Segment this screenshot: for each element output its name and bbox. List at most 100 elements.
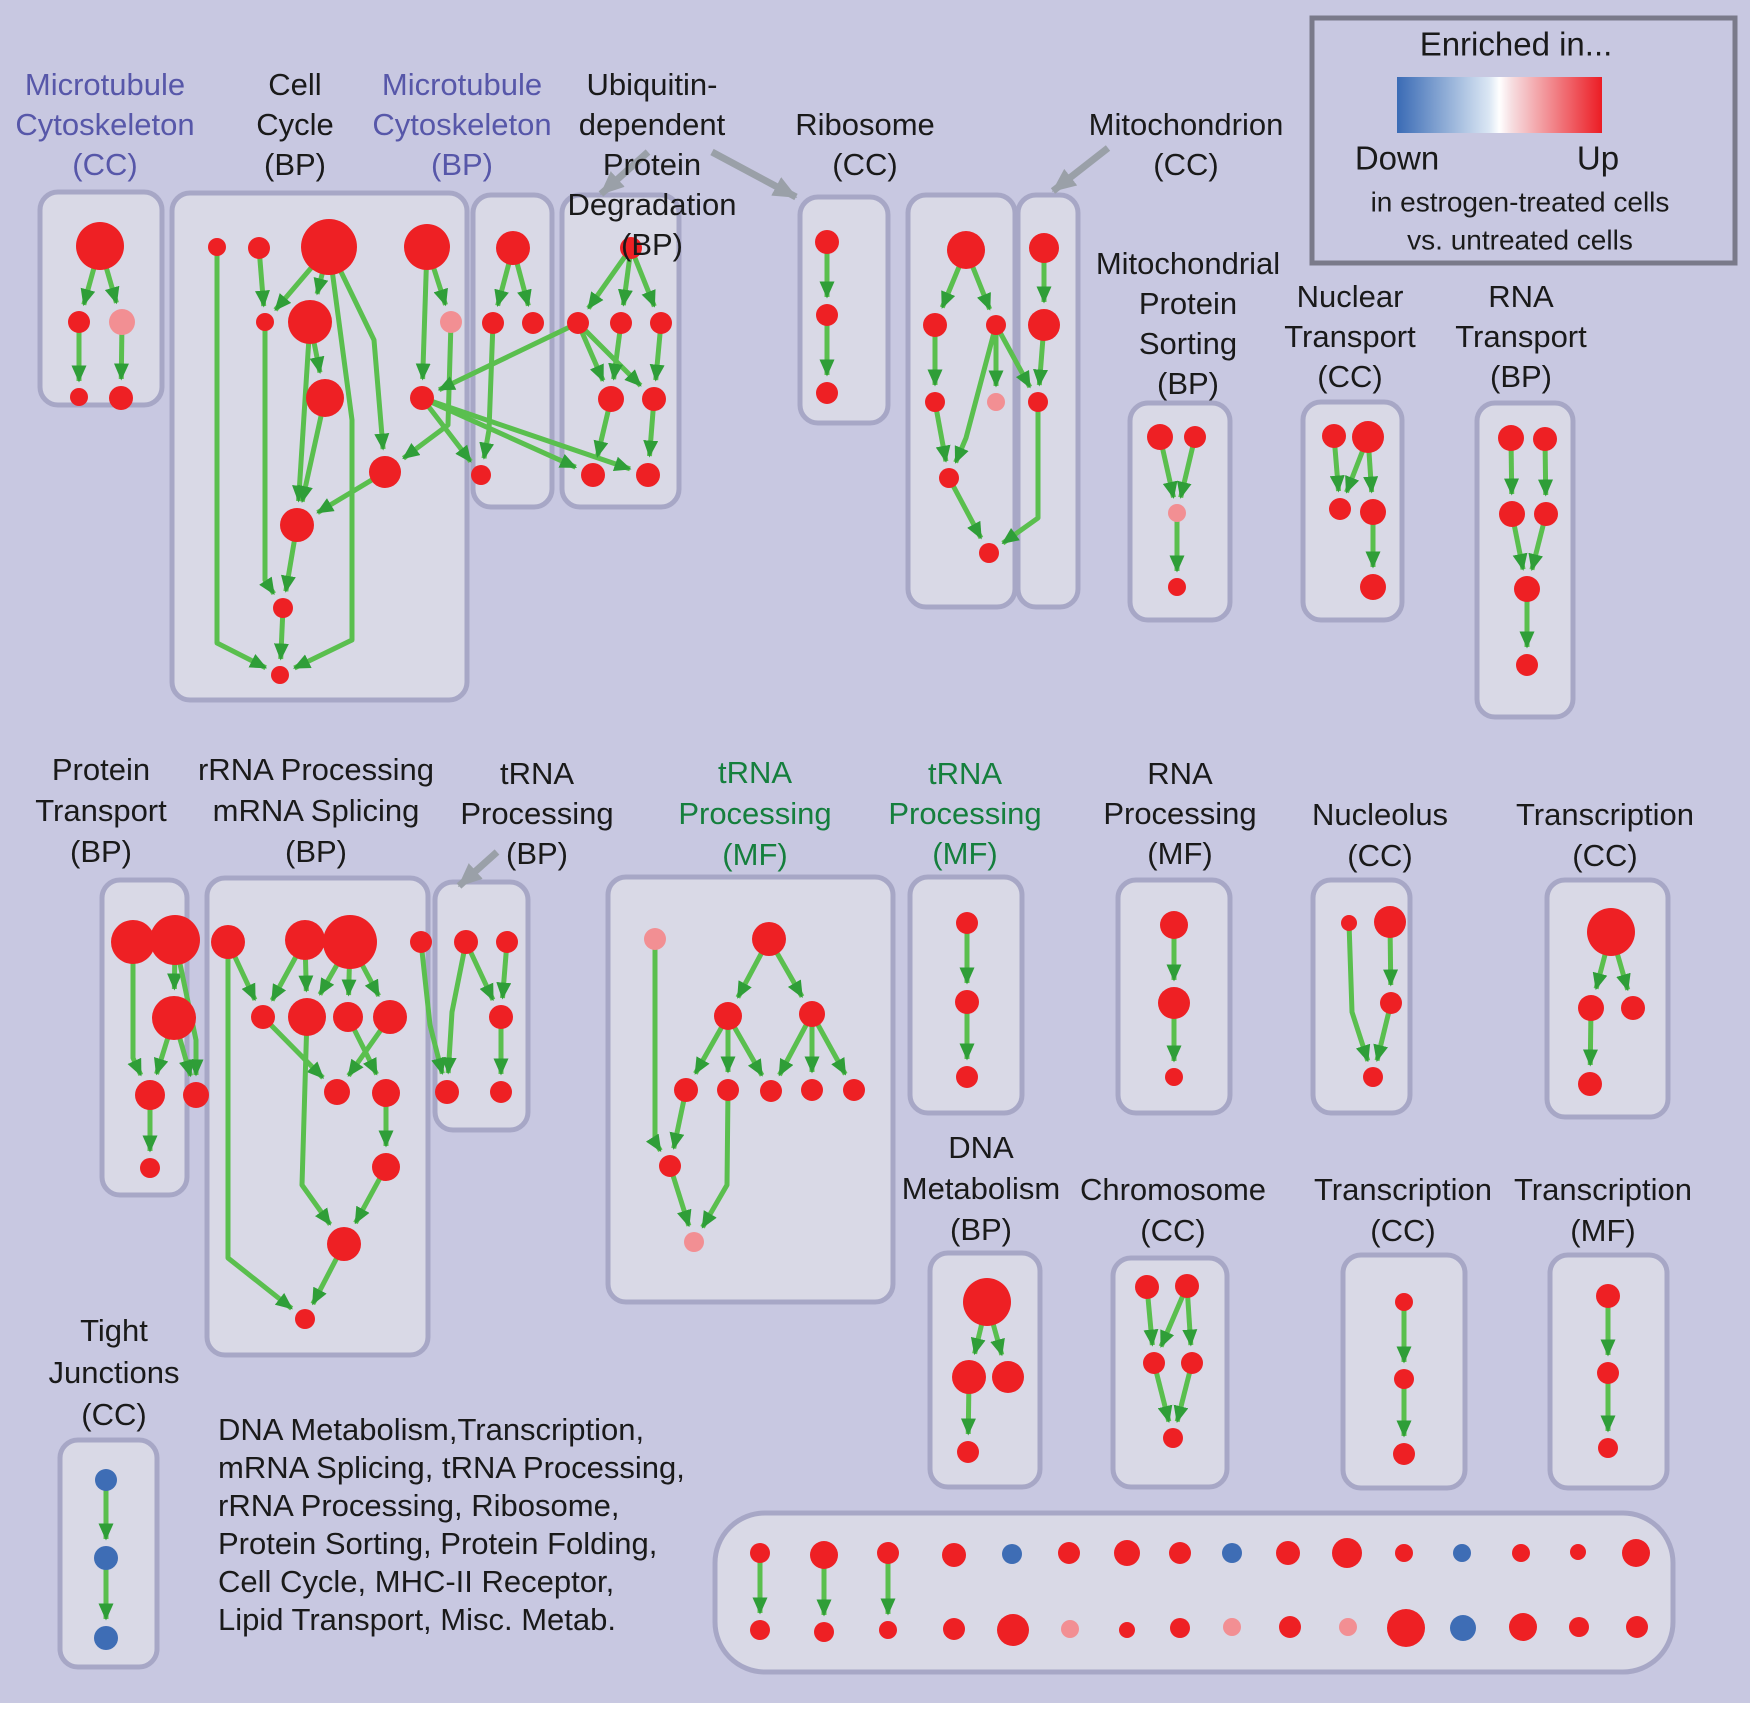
gene-node-Z14t bbox=[1512, 1544, 1530, 1562]
box-microtubule-cc bbox=[37, 189, 165, 408]
gene-node-G3 bbox=[489, 1005, 513, 1029]
edge-C6-C11 bbox=[292, 321, 313, 503]
gene-node-C10 bbox=[369, 456, 401, 488]
gene-node-G1 bbox=[454, 930, 478, 954]
gene-node-Z2b bbox=[814, 1622, 834, 1642]
gene-node-Q10 bbox=[372, 1079, 400, 1107]
label-protein-transport-bp-line1: Protein bbox=[52, 752, 150, 787]
label-transcription-mf-line1: Transcription bbox=[1514, 1172, 1692, 1207]
gene-node-Q11 bbox=[372, 1153, 400, 1181]
edge-UM1-UL2 bbox=[576, 321, 643, 388]
gene-node-Z16b bbox=[1626, 1616, 1648, 1638]
gene-node-UL2 bbox=[642, 387, 666, 411]
gene-node-Z15t bbox=[1570, 1544, 1586, 1560]
gene-node-Z13b bbox=[1450, 1615, 1476, 1641]
gene-node-W3 bbox=[1621, 996, 1645, 1020]
gene-node-C9 bbox=[410, 386, 434, 410]
edge-Q1-Q13 bbox=[225, 942, 294, 1311]
edge-M3-R7 bbox=[1001, 402, 1041, 546]
edge-UM1-C9 bbox=[437, 320, 580, 393]
gene-node-W4 bbox=[1578, 1072, 1602, 1096]
gene-node-H0 bbox=[644, 928, 666, 950]
gene-node-V3 bbox=[816, 382, 838, 404]
label-protein-transport-bp-line2: Transport bbox=[35, 793, 167, 828]
edge-C5-C12 bbox=[259, 322, 276, 596]
gene-node-Z10t bbox=[1276, 1541, 1300, 1565]
gene-node-C1 bbox=[208, 238, 226, 256]
box-ubiquitin-b bbox=[797, 194, 891, 426]
label-transcription-cc-mid-line2: (CC) bbox=[1572, 838, 1637, 873]
label-transcription-cc-mid-line1: Transcription bbox=[1516, 797, 1694, 832]
legend-up-label: Up bbox=[1577, 140, 1619, 177]
gene-node-C12 bbox=[273, 598, 293, 618]
label-tight-junctions-cc-line1: Tight bbox=[80, 1313, 148, 1348]
edge-C9-B4 bbox=[420, 396, 473, 464]
gene-node-L1 bbox=[1341, 915, 1357, 931]
edge-P1-P4 bbox=[127, 942, 144, 1077]
edge-Q5-Q9 bbox=[261, 1015, 325, 1080]
legend: Enriched in... Down Up in estrogen-treated … bbox=[1309, 15, 1738, 266]
box-dna-metabolism bbox=[927, 1250, 1043, 1490]
gene-node-Z9t bbox=[1222, 1543, 1242, 1563]
label-trna-processing-mf-2-line2: Processing bbox=[888, 796, 1041, 831]
misc-note-line4: Protein Sorting, Protein Folding, bbox=[218, 1526, 657, 1561]
gene-node-Z11t bbox=[1332, 1538, 1362, 1568]
gene-node-Q13 bbox=[295, 1309, 315, 1329]
gene-node-S1 bbox=[1147, 424, 1173, 450]
label-nuclear-transport-cc-line1: Nuclear bbox=[1297, 279, 1404, 314]
gene-node-J3 bbox=[956, 1066, 978, 1088]
gene-node-M1 bbox=[1029, 233, 1059, 263]
gene-node-Z4t bbox=[942, 1543, 966, 1567]
label-nucleolus-cc-line2: (CC) bbox=[1347, 838, 1412, 873]
gene-node-B1 bbox=[496, 231, 530, 265]
edge-G1-G4 bbox=[441, 941, 469, 1075]
gene-node-HB4 bbox=[801, 1079, 823, 1101]
gene-node-Q1 bbox=[211, 925, 245, 959]
gene-node-D4 bbox=[957, 1441, 979, 1463]
gene-node-R7 bbox=[979, 543, 999, 563]
label-trna-processing-bp-line2: Processing bbox=[460, 796, 613, 831]
label-rrna-processing-mrna-splicing-bp-line1: rRNA Processing bbox=[198, 752, 434, 787]
label-ubiquitin-dependent-protein-degradation-bp-line5: (BP) bbox=[621, 227, 683, 262]
gene-node-Z11b bbox=[1339, 1618, 1357, 1636]
label-nuclear-transport-cc-line3: (CC) bbox=[1317, 359, 1382, 394]
gene-node-Z8b bbox=[1170, 1618, 1190, 1638]
gene-node-Z3b bbox=[879, 1621, 897, 1639]
label-rna-processing-mf-line2: Processing bbox=[1103, 796, 1256, 831]
edge-U1-UM1 bbox=[586, 246, 634, 310]
gene-node-E5 bbox=[1163, 1428, 1183, 1448]
gene-node-Q12 bbox=[327, 1227, 361, 1261]
gene-node-K2 bbox=[1158, 987, 1190, 1019]
gene-node-P5 bbox=[183, 1082, 209, 1108]
gene-node-A1 bbox=[76, 222, 124, 270]
gene-node-Y1 bbox=[1596, 1284, 1620, 1308]
gene-node-T3 bbox=[1499, 501, 1525, 527]
gene-node-Q8 bbox=[373, 1000, 407, 1034]
gene-node-E3 bbox=[1143, 1352, 1165, 1374]
gene-node-HB2 bbox=[717, 1079, 739, 1101]
edge-R4-R6 bbox=[932, 401, 951, 463]
misc-note-line3: rRNA Processing, Ribosome, bbox=[218, 1488, 619, 1523]
gene-node-K1 bbox=[1160, 911, 1188, 939]
gene-node-Q9 bbox=[324, 1079, 350, 1105]
edge-C7-C10 bbox=[401, 321, 454, 461]
label-ubiquitin-dependent-protein-degradation-bp-line4: Degradation bbox=[568, 187, 737, 222]
gene-node-Z3t bbox=[877, 1542, 899, 1564]
gene-node-N2 bbox=[1352, 421, 1384, 453]
gene-node-A2 bbox=[68, 311, 90, 333]
gene-node-N1 bbox=[1322, 424, 1346, 448]
gene-node-P1 bbox=[111, 920, 155, 964]
gene-node-Y2 bbox=[1597, 1362, 1619, 1384]
edge-Q6-Q12 bbox=[299, 1016, 333, 1226]
gene-node-A3 bbox=[109, 309, 135, 335]
gene-node-Q7 bbox=[333, 1002, 363, 1032]
label-ubiquitin-dependent-protein-degradation-bp-line3: Protein bbox=[603, 147, 701, 182]
gene-node-R1 bbox=[947, 231, 985, 269]
edge-Q4-G4 bbox=[418, 941, 446, 1076]
gene-node-Q6 bbox=[288, 998, 326, 1036]
label-mitochondrial-protein-sorting-bp-line4: (BP) bbox=[1157, 366, 1219, 401]
label-mitochondrion-cc-line1: Mitochondrion bbox=[1089, 107, 1284, 142]
label-trna-processing-bp-line1: tRNA bbox=[500, 756, 574, 791]
gene-node-V1 bbox=[815, 230, 839, 254]
gene-node-Z8t bbox=[1169, 1542, 1191, 1564]
